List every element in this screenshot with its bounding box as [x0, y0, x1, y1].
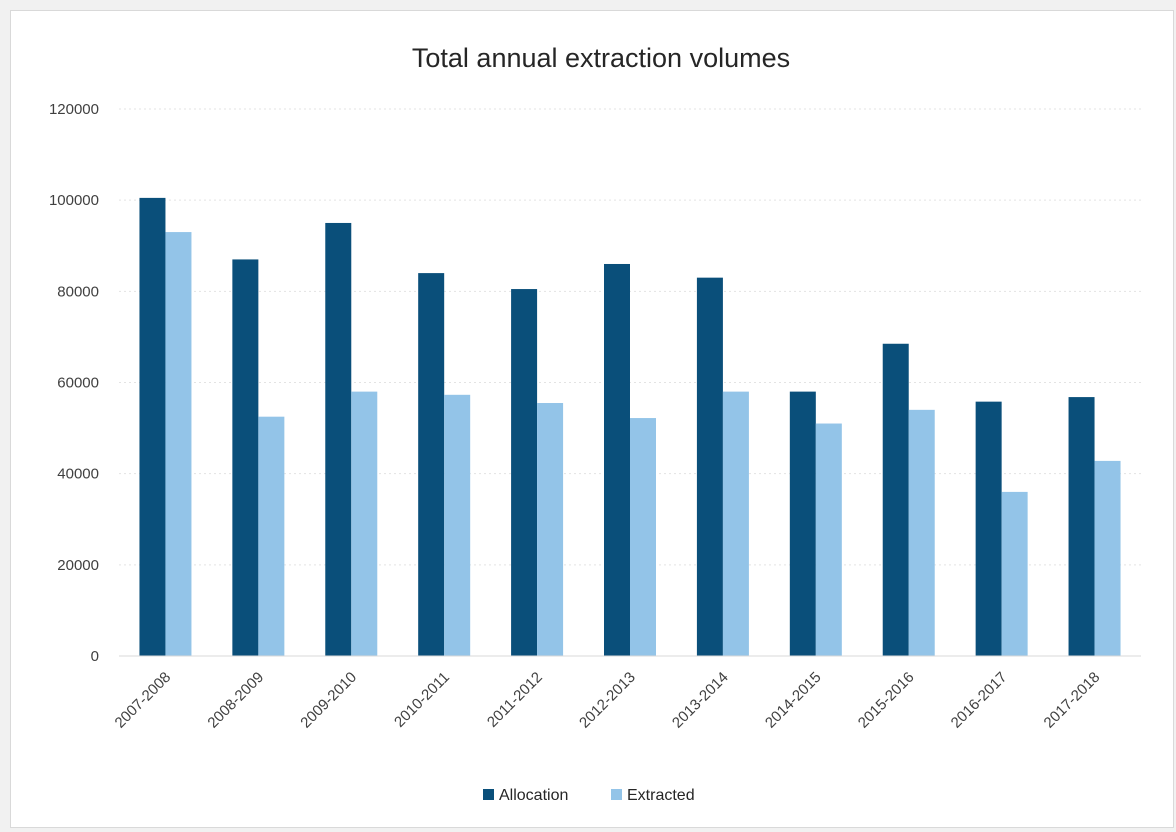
x-tick-label: 2017-2018	[1041, 669, 1104, 732]
bar-allocation-2008-2009	[232, 259, 259, 656]
y-tick-label: 0	[91, 648, 99, 665]
y-tick-label: 20000	[57, 557, 99, 574]
y-tick-label: 80000	[57, 283, 99, 300]
bar-allocation-2012-2013	[604, 263, 630, 656]
bar-extracted-2016-2017	[1001, 491, 1028, 656]
y-axis-ticks: 0 20000 40000 60000 80000 100000 120000	[49, 101, 99, 665]
bar-extracted-2014-2015	[815, 423, 842, 656]
x-tick-label: 2008-2009	[204, 669, 267, 732]
y-tick-label: 120000	[49, 101, 99, 118]
bar-extracted-2011-2012	[537, 403, 564, 656]
bar-extracted-2008-2009	[258, 416, 285, 656]
bar-allocation-2016-2017	[975, 401, 1002, 656]
x-tick-label: 2010-2011	[391, 669, 453, 731]
x-tick-label: 2016-2017	[948, 669, 1011, 732]
bar-allocation-2009-2010	[325, 222, 352, 657]
bars	[139, 197, 1121, 657]
bar-extracted-2015-2016	[908, 409, 935, 656]
x-tick-label: 2007-2008	[112, 669, 175, 732]
bar-extracted-2012-2013	[630, 418, 656, 656]
bar-allocation-2015-2016	[882, 343, 909, 656]
bar-extracted-2013-2014	[722, 391, 749, 656]
chart-title: Total annual extraction volumes	[412, 43, 790, 73]
legend-label-allocation: Allocation	[499, 787, 568, 804]
bar-allocation-2014-2015	[789, 391, 816, 656]
bar-chart: Total annual extraction volumes 0 20000 40…	[49, 43, 1141, 804]
x-tick-label: 2009-2010	[297, 669, 360, 732]
y-tick-label: 100000	[49, 192, 99, 209]
legend-swatch-extracted	[611, 789, 622, 800]
chart-frame: Total annual extraction volumes 0 20000 40…	[10, 10, 1174, 828]
bar-extracted-2007-2008	[165, 232, 192, 656]
bar-extracted-2017-2018	[1094, 460, 1121, 656]
x-tick-label: 2012-2013	[576, 669, 639, 732]
x-tick-label: 2013-2014	[669, 669, 732, 732]
x-tick-label: 2014-2015	[762, 669, 825, 732]
bar-extracted-2009-2010	[351, 391, 378, 656]
y-tick-label: 40000	[57, 466, 99, 483]
x-tick-label: 2011-2012	[484, 669, 546, 731]
x-tick-label: 2015-2016	[855, 669, 918, 732]
legend: Allocation Extracted	[483, 787, 695, 804]
bar-allocation-2011-2012	[511, 289, 538, 656]
x-axis-ticks: 2007-2008 2008-2009 2009-2010 2010-2011 2011…	[112, 669, 1104, 732]
legend-label-extracted: Extracted	[627, 787, 695, 804]
bar-extracted-2010-2011	[444, 394, 471, 656]
bar-allocation-2013-2014	[696, 277, 723, 656]
bar-allocation-2010-2011	[418, 273, 445, 656]
bar-allocation-2017-2018	[1068, 397, 1095, 656]
y-tick-label: 60000	[57, 375, 99, 392]
bar-allocation-2007-2008	[139, 197, 166, 656]
legend-swatch-allocation	[483, 789, 494, 800]
